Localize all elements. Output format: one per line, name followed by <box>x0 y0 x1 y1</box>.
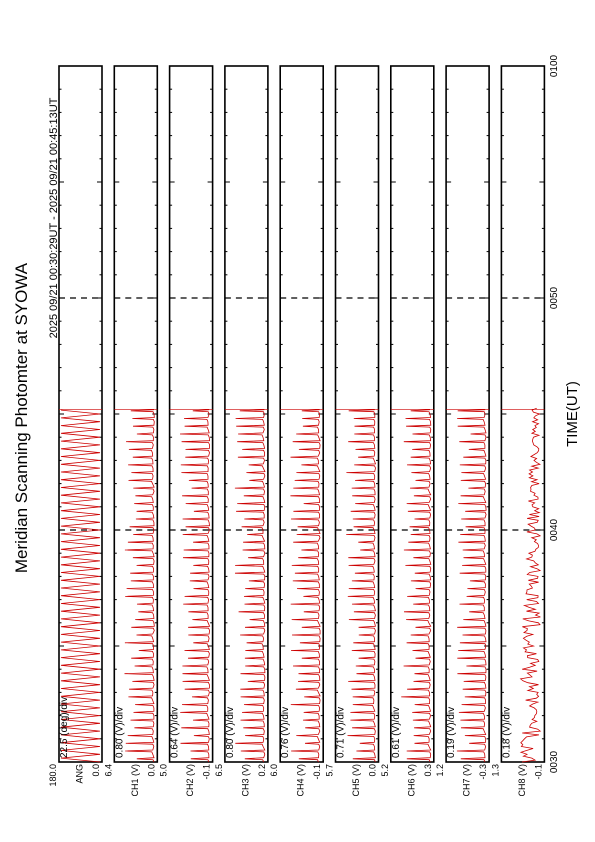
series-line-6 <box>346 409 377 763</box>
panel-top-value: 5.2 <box>380 764 390 777</box>
panel-top-value: 6.5 <box>214 764 224 777</box>
panel-channel-label: CH7 (V) <box>462 764 472 797</box>
x-tick-label: 0040 <box>549 518 560 541</box>
panel-bottom-value: 0.3 <box>423 764 433 777</box>
chart-title: Meridian Scanning Photomter at SYOWA <box>12 262 31 573</box>
panel-bottom-value: -0.1 <box>312 764 322 780</box>
panel-bottom-value: 0.0 <box>368 764 378 777</box>
panel-scale-label: 0.71 (V)/div <box>336 707 347 758</box>
panel-channel-label: CH1 (V) <box>130 764 140 797</box>
panel-channel-label: CH2 (V) <box>185 764 195 797</box>
panel-scale-label: 0.18 (V)/div <box>501 707 512 758</box>
panel-scale-label: 0.64 (V)/div <box>170 707 181 758</box>
panel-scale-label: 0.80 (V)/div <box>114 707 125 758</box>
panel-channel-label: CH4 (V) <box>296 764 306 797</box>
series-line-5 <box>290 409 321 763</box>
panel-channel-label: CH5 (V) <box>351 764 361 797</box>
series-line-4 <box>234 409 266 763</box>
series-line-1 <box>60 409 101 763</box>
panel-bottom-value: 0.0 <box>146 764 156 777</box>
panel-channel-label: ANG <box>75 764 85 784</box>
panel-bottom-value: -0.1 <box>202 764 212 780</box>
x-tick-label: 0030 <box>549 750 560 773</box>
panel-top-value: 6.4 <box>103 764 113 777</box>
panel-bottom-value: -0.3 <box>478 764 488 780</box>
series-line-3 <box>179 409 211 763</box>
x-tick-label: 0050 <box>549 286 560 309</box>
x-tick-label: 0100 <box>549 54 560 77</box>
series-line-7 <box>401 409 432 763</box>
series-line-2 <box>124 409 155 763</box>
panel-top-value: 1.2 <box>435 764 445 777</box>
panel-scale-label: 0.19 (V)/div <box>446 707 457 758</box>
panel-frame <box>500 65 546 763</box>
panel-scale-label: 22.5 (deg)/div <box>59 697 70 758</box>
panel-frame <box>58 65 103 763</box>
panel-top-value: 5.0 <box>159 764 169 777</box>
panel-top-value: 1.3 <box>490 764 500 777</box>
x-axis-label: TIME(UT) <box>564 381 581 447</box>
panel-scale-label: 0.76 (V)/div <box>280 707 291 758</box>
panel-channel-label: CH3 (V) <box>240 764 250 797</box>
time-range: 2025 09/21 00:30:29UT - 2025 09/21 00:45… <box>48 97 60 338</box>
panel-channel-label: CH6 (V) <box>406 764 416 797</box>
panel-top-value: 180.0 <box>48 764 58 787</box>
panel-channel-label: CH8 (V) <box>517 764 527 797</box>
panel-bottom-value: 0.2 <box>257 764 267 777</box>
panel-top-value: 5.7 <box>325 764 335 777</box>
series-line-8 <box>456 409 487 763</box>
panel-scale-label: 0.80 (V)/div <box>225 707 236 758</box>
panel-top-value: 6.0 <box>269 764 279 777</box>
panel-bottom-value: -0.1 <box>533 764 543 780</box>
panel-bottom-value: 0.0 <box>91 764 101 777</box>
panel-scale-label: 0.61 (V)/div <box>391 707 402 758</box>
series-line-9 <box>519 407 542 763</box>
